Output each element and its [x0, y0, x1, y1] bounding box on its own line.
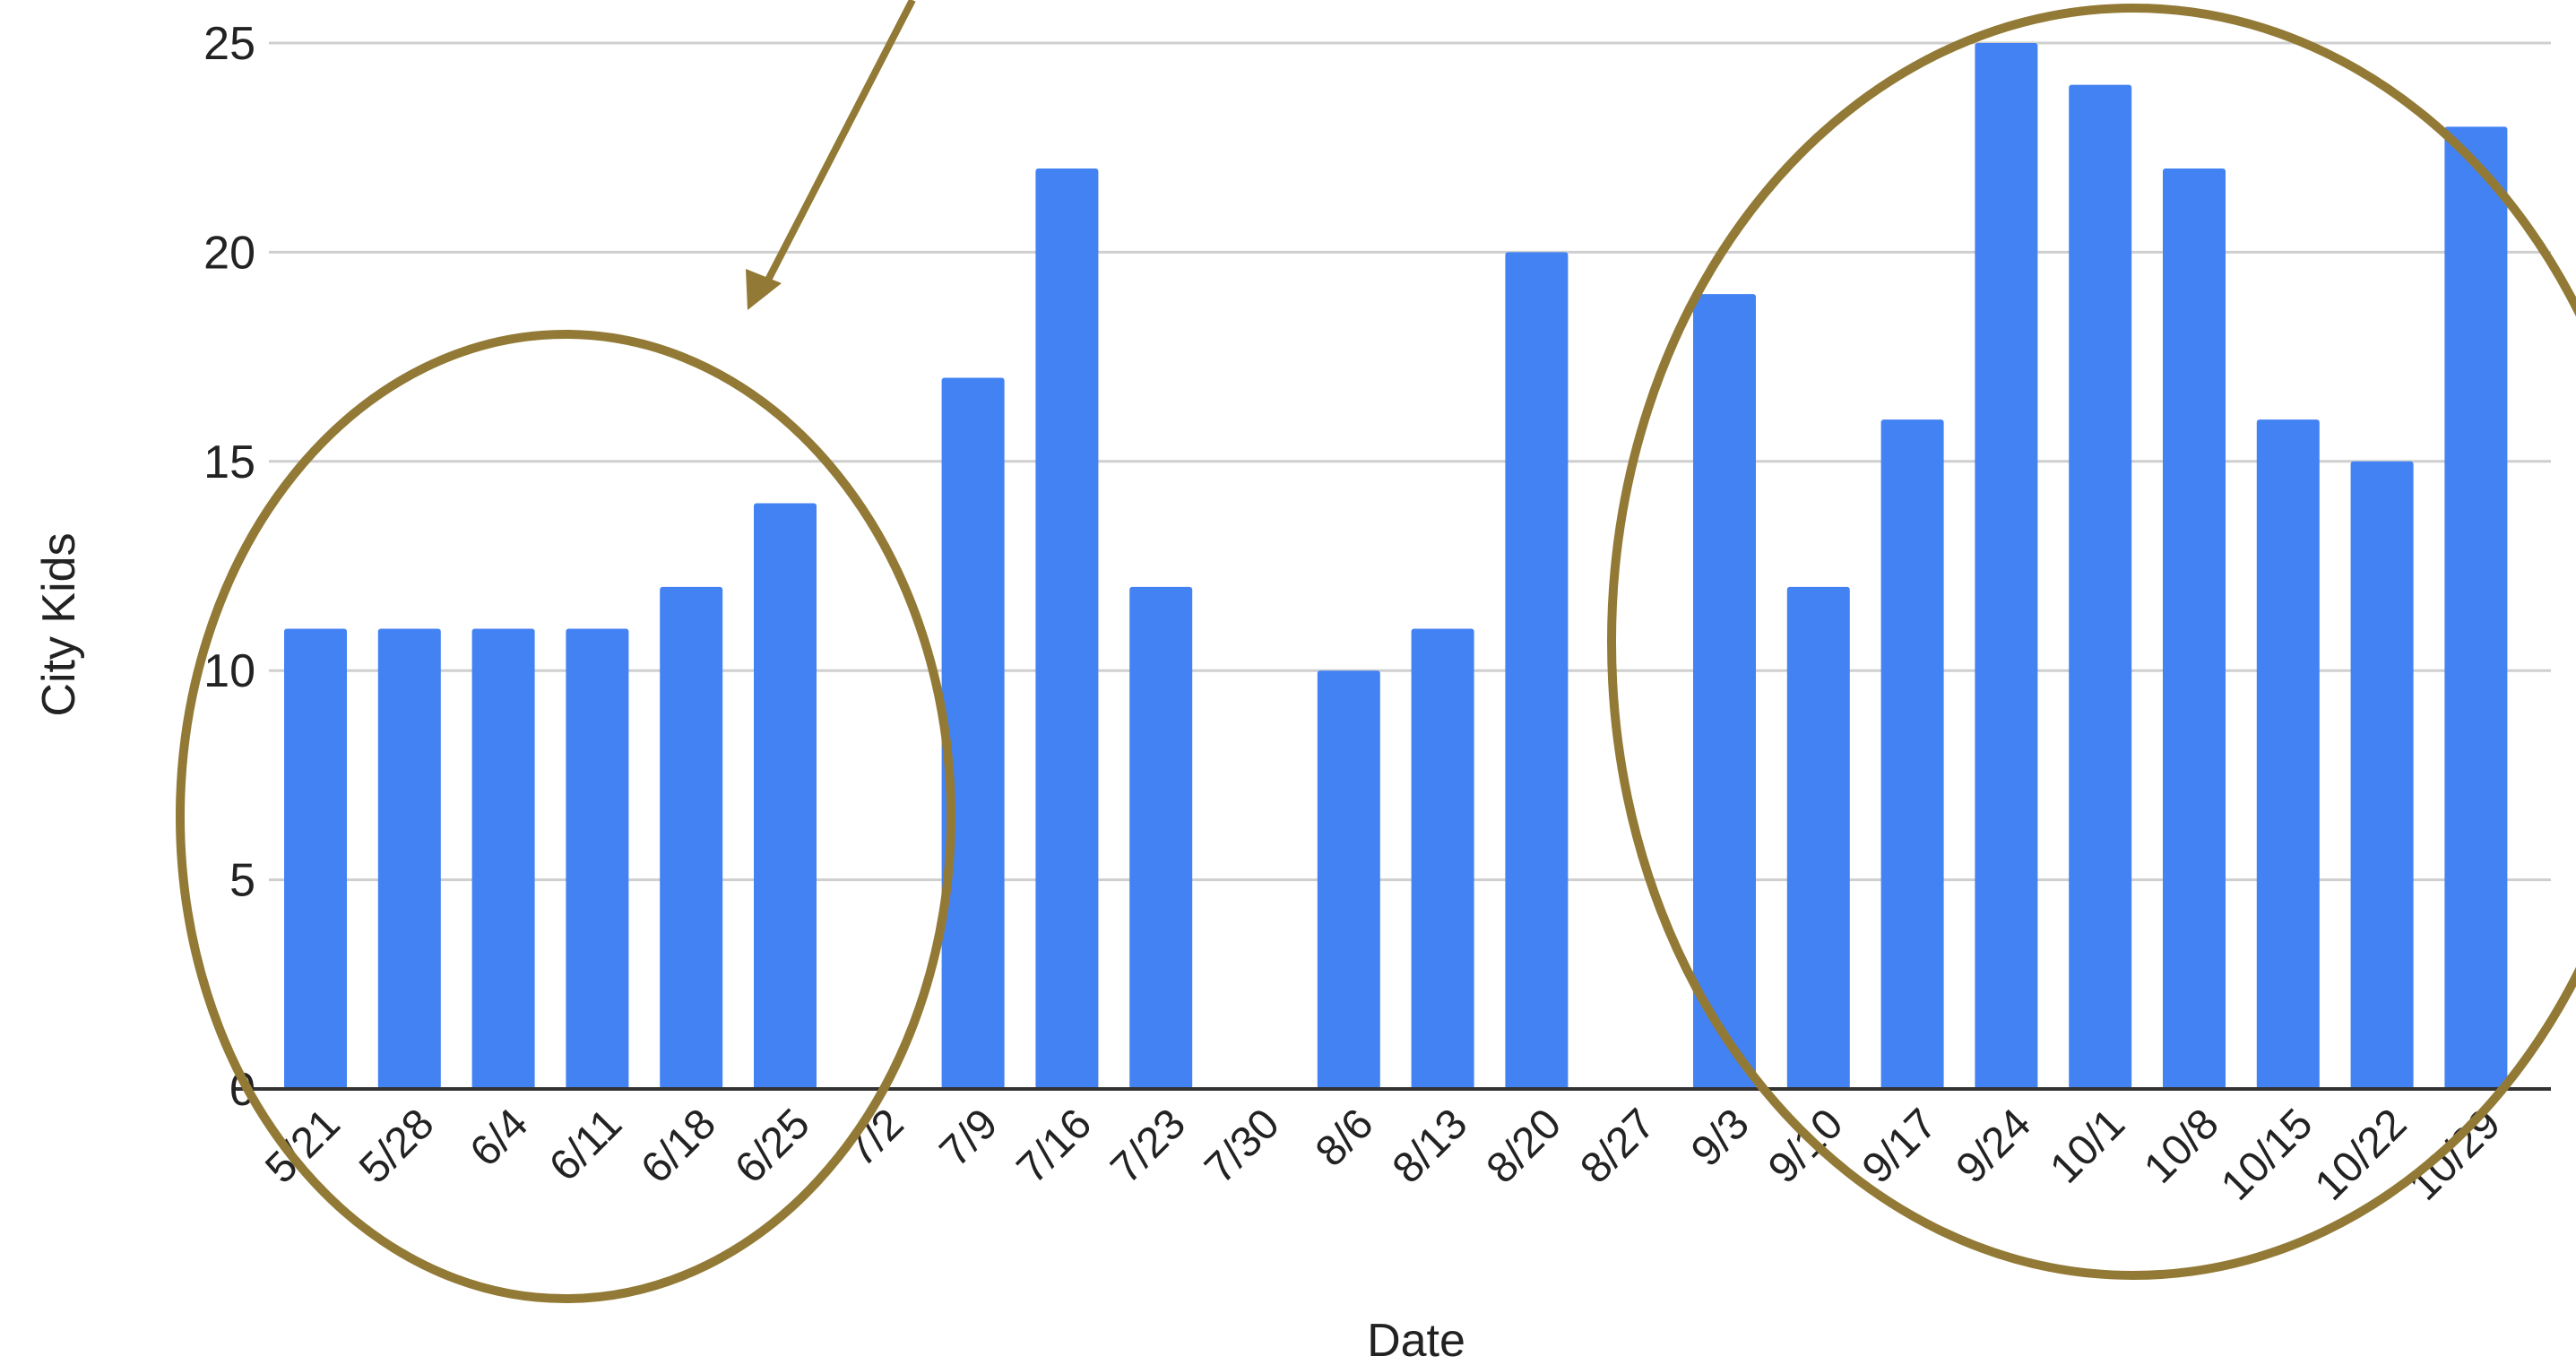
- bar: [377, 628, 441, 1089]
- annotation-ellipse-right: [1607, 4, 2576, 1280]
- x-tick-label: 5/28: [350, 1100, 444, 1193]
- y-tick-label: 15: [203, 436, 255, 488]
- y-tick-label: 20: [203, 227, 255, 279]
- x-tick-label: 9/24: [1948, 1100, 2041, 1193]
- bar: [1786, 586, 1850, 1089]
- annotation-ellipse-left: [176, 330, 955, 1303]
- bar: [2163, 168, 2226, 1089]
- y-tick-label: 5: [229, 855, 255, 907]
- x-tick-label: 5/21: [256, 1100, 350, 1193]
- bar: [284, 628, 347, 1089]
- x-tick-label: 9/3: [1682, 1100, 1759, 1176]
- x-tick-label: 6/25: [726, 1100, 819, 1193]
- y-tick-label: 10: [203, 645, 255, 697]
- x-tick-label: 8/13: [1384, 1100, 1477, 1193]
- x-tick-label: 10/1: [2041, 1100, 2134, 1193]
- annotation-arrow-head: [746, 269, 782, 310]
- x-tick-label: 7/30: [1196, 1100, 1289, 1193]
- bar: [1505, 252, 1569, 1089]
- bar: [2350, 461, 2414, 1089]
- x-tick-label: 6/18: [632, 1100, 725, 1193]
- y-tick-label: 25: [203, 18, 255, 70]
- bar: [471, 628, 535, 1089]
- bars: [284, 43, 2508, 1090]
- x-tick-label: 7/16: [1008, 1100, 1102, 1193]
- bar: [1880, 419, 1944, 1089]
- x-tick-label: 8/20: [1478, 1100, 1571, 1193]
- x-tick-label: 6/4: [462, 1100, 538, 1176]
- x-tick-label: 10/15: [2212, 1100, 2321, 1209]
- bar: [1975, 43, 2038, 1089]
- bar: [754, 503, 817, 1089]
- x-tick-label: 9/10: [1759, 1100, 1853, 1193]
- x-axis-label: Date: [1367, 1315, 1465, 1365]
- bar: [2069, 84, 2132, 1089]
- y-axis-label: City Kids: [33, 532, 85, 716]
- bar: [1035, 168, 1099, 1089]
- x-tick-label: 9/17: [1854, 1100, 1947, 1193]
- bar: [660, 586, 723, 1089]
- x-tick-label: 7/23: [1102, 1100, 1195, 1193]
- bar: [566, 628, 629, 1089]
- x-tick-label: 10/22: [2306, 1100, 2416, 1209]
- bar: [2256, 419, 2320, 1089]
- x-tick-label: 8/6: [1307, 1100, 1383, 1176]
- bar: [1317, 670, 1380, 1089]
- bar: [1129, 586, 1193, 1089]
- bar: [941, 377, 1005, 1089]
- x-tick-label: 6/11: [540, 1100, 631, 1190]
- bar: [1411, 628, 1474, 1089]
- x-tick-label: 10/29: [2400, 1100, 2510, 1209]
- x-tick-label: 7/9: [931, 1100, 1007, 1176]
- annotations: [176, 0, 2576, 1303]
- bar: [2444, 126, 2508, 1090]
- bar: [1693, 294, 1756, 1090]
- annotation-arrow-shaft: [761, 0, 916, 289]
- x-tick-label: 8/27: [1571, 1100, 1664, 1193]
